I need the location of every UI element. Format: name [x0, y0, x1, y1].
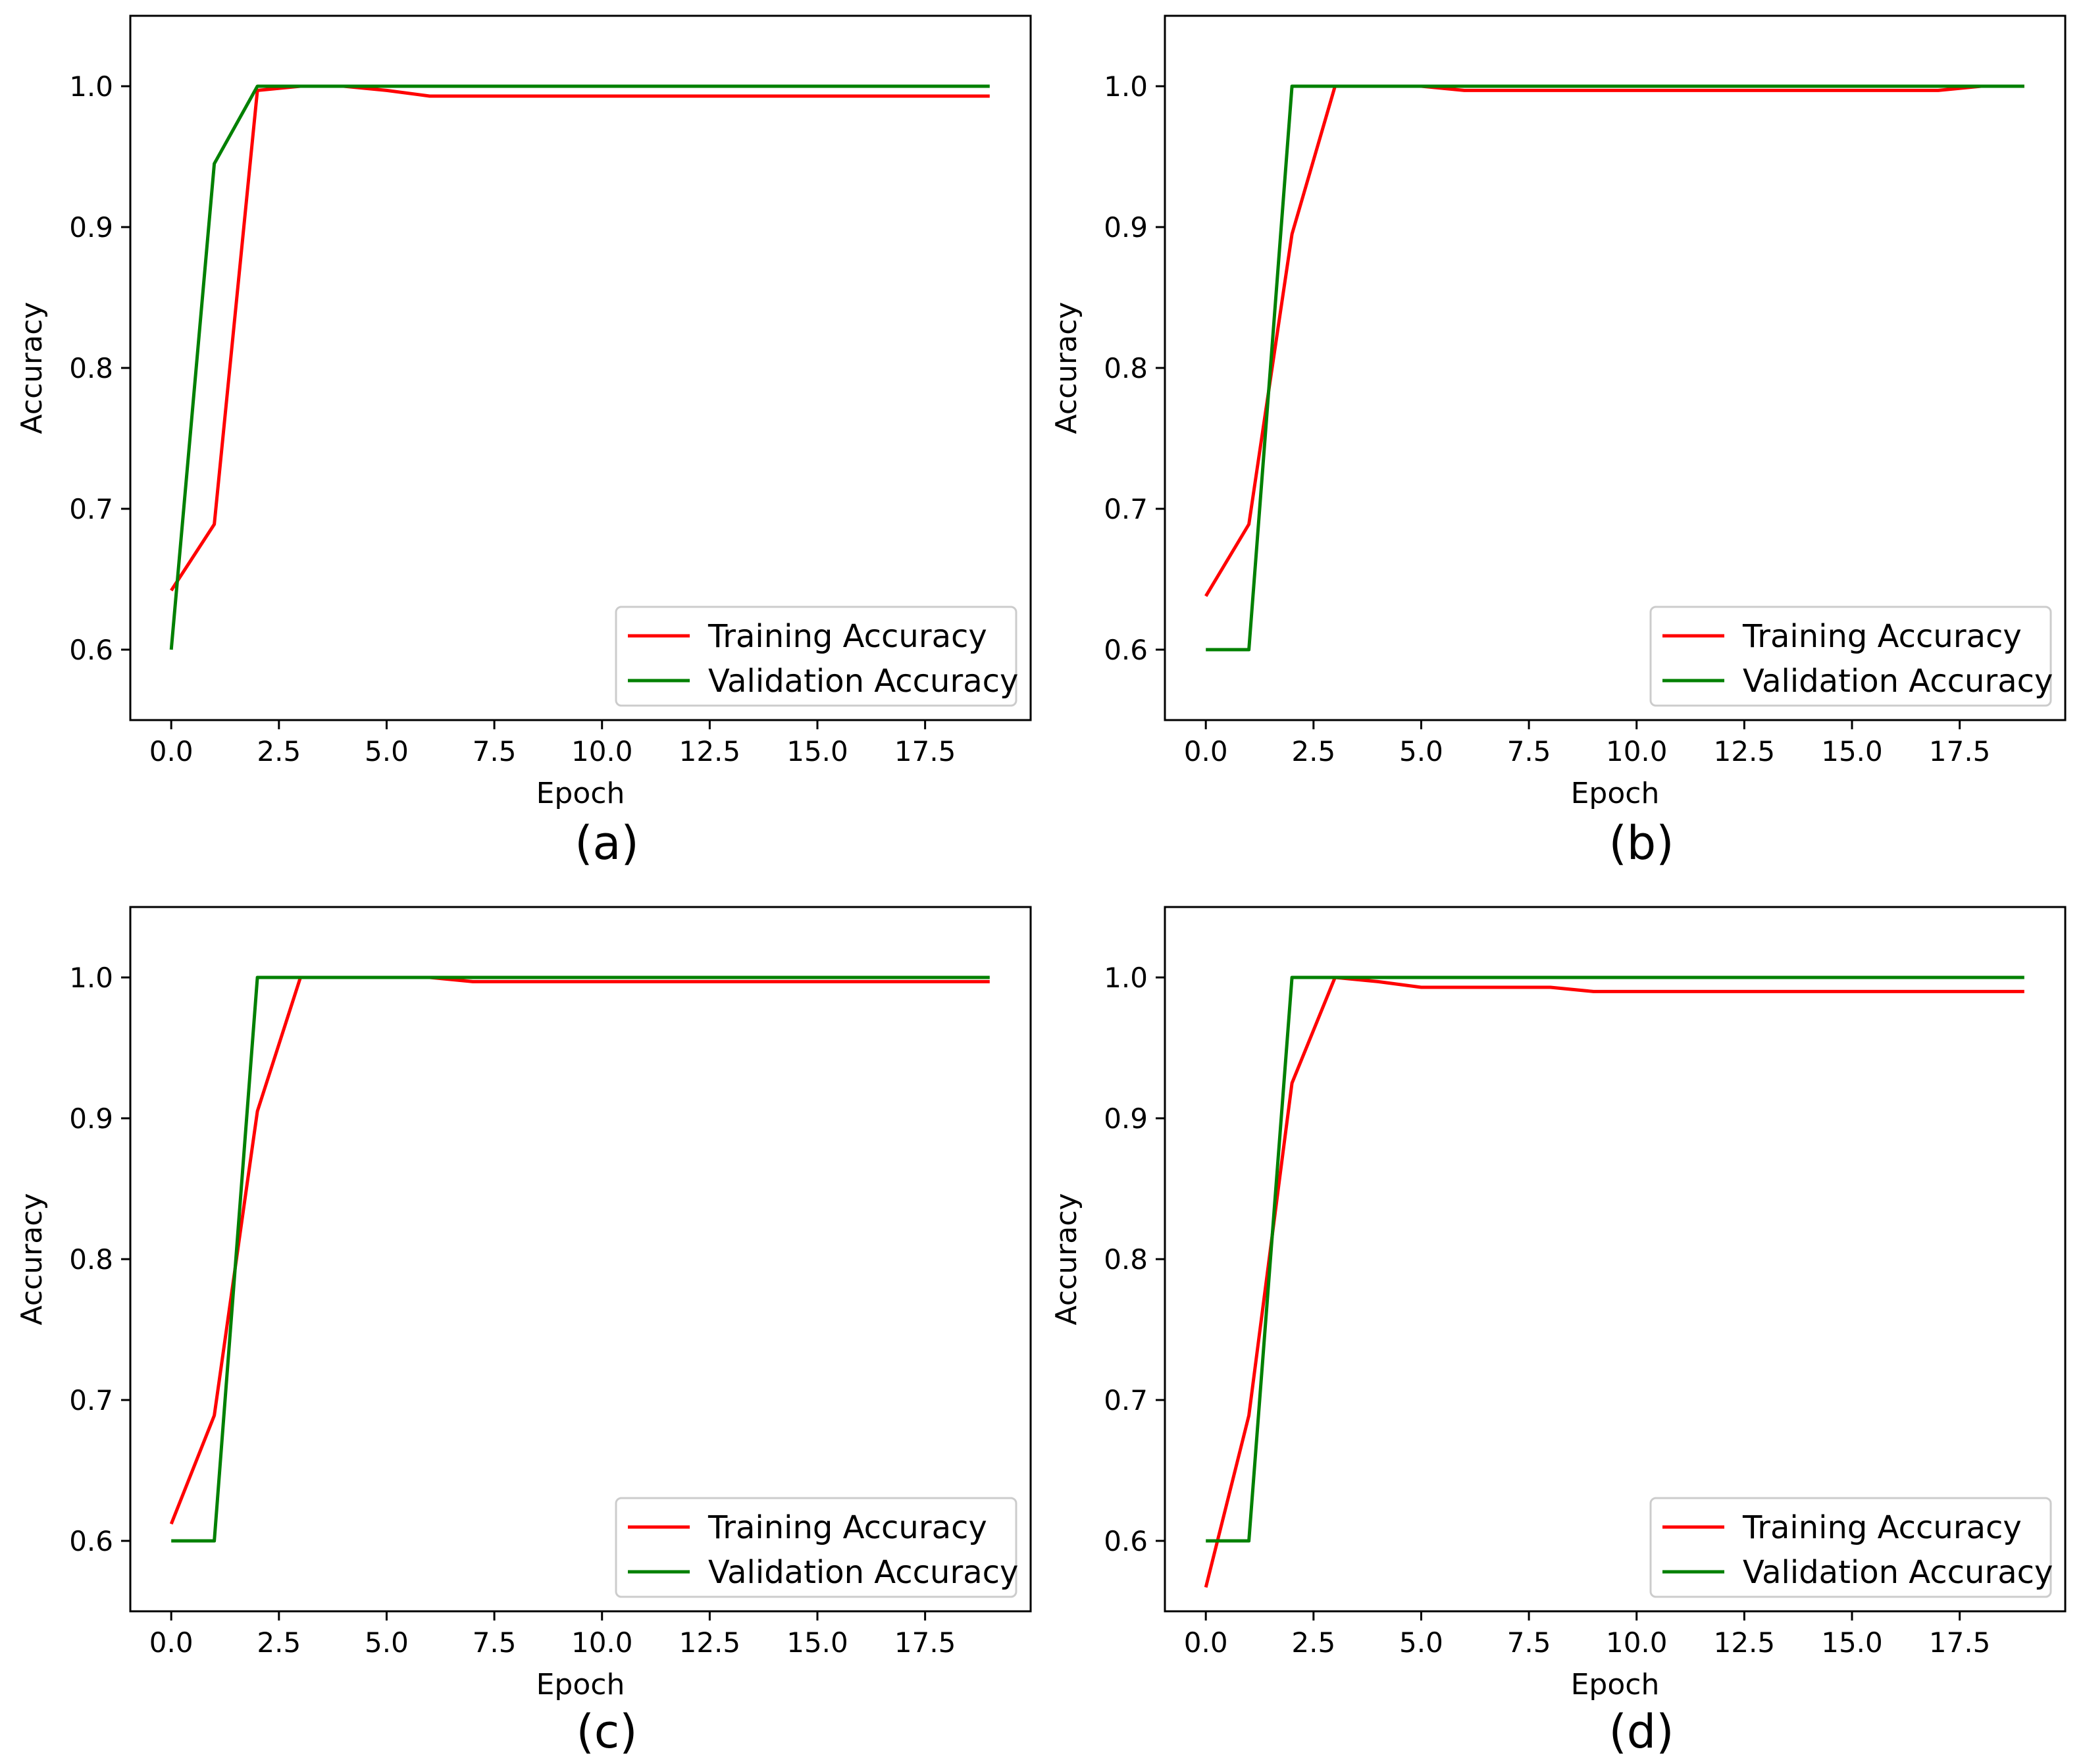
- chart-panel-d: 0.0 2.5 5.0 7.5 10.0 12.5 15.0 17.5 0.6 0.7 0.8 0.9…: [1050, 906, 2067, 1759]
- x-tick-label: 0.0: [1184, 735, 1228, 767]
- legend-label-training: Training Accuracy: [707, 618, 987, 655]
- x-axis-label: Epoch: [1571, 777, 1660, 810]
- x-tick-label: 5.0: [1399, 1626, 1443, 1659]
- x-tick-label: 10.0: [571, 1626, 633, 1659]
- y-tick-label: 1.0: [1104, 962, 1148, 994]
- x-tick-label: 5.0: [365, 1626, 409, 1659]
- validation-accuracy-line: [1206, 84, 2024, 652]
- x-tick-label: 17.5: [894, 1626, 956, 1659]
- x-tick-label: 7.5: [473, 735, 517, 767]
- legend-label-validation: Validation Accuracy: [1743, 1554, 2053, 1591]
- x-tick-label: 2.5: [1291, 1626, 1335, 1659]
- x-tick-label: 15.0: [1821, 1626, 1883, 1659]
- x-tick-label: 10.0: [1606, 1626, 1668, 1659]
- x-axis-label: Epoch: [536, 1668, 625, 1701]
- y-axis-label: Accuracy: [1050, 302, 1083, 434]
- y-tick-label: 0.6: [69, 634, 113, 666]
- x-axis-label: Epoch: [536, 777, 625, 810]
- training-accuracy-line: [1204, 975, 2024, 1588]
- y-tick-label: 0.9: [69, 1102, 113, 1135]
- legend-label-validation: Validation Accuracy: [708, 663, 1018, 700]
- validation-accuracy-line: [171, 975, 990, 1543]
- x-tick-label: 2.5: [257, 735, 301, 767]
- y-tick-label: 0.8: [1104, 1243, 1148, 1276]
- x-tick-label: 12.5: [1714, 735, 1776, 767]
- x-tick-label: 5.0: [365, 735, 409, 767]
- y-axis-label: Accuracy: [15, 302, 49, 434]
- y-tick-label: 0.8: [69, 1243, 113, 1276]
- x-tick-label: 2.5: [1291, 735, 1335, 767]
- y-tick-label: 0.8: [69, 352, 113, 384]
- x-tick-label: 10.0: [571, 735, 633, 767]
- validation-accuracy-line: [169, 84, 990, 650]
- y-tick-label: 0.9: [1104, 1102, 1148, 1135]
- legend: Training Accuracy Validation Accuracy: [1649, 1497, 2053, 1598]
- panel-caption: (a): [575, 816, 639, 870]
- x-tick-label: 17.5: [1929, 735, 1991, 767]
- x-tick-label: 0.0: [149, 1626, 193, 1659]
- training-accuracy-line: [170, 84, 990, 592]
- legend-box: [1649, 606, 2052, 707]
- x-tick-label: 12.5: [679, 735, 741, 767]
- y-axis-label: Accuracy: [1050, 1193, 1083, 1326]
- y-tick-label: 0.6: [69, 1525, 113, 1557]
- x-tick-label: 15.0: [1821, 735, 1883, 767]
- x-tick-label: 7.5: [1507, 735, 1551, 767]
- panel-caption: (b): [1608, 816, 1674, 870]
- x-tick-label: 15.0: [786, 735, 848, 767]
- legend: Training Accuracy Validation Accuracy: [615, 1497, 1018, 1598]
- validation-accuracy-line: [1206, 975, 2024, 1543]
- chart-panel-b: 0.0 2.5 5.0 7.5 10.0 12.5 15.0 17.5 0.6 0.7 0.8 0.9…: [1050, 14, 2067, 870]
- y-axis-label: Accuracy: [15, 1193, 49, 1326]
- x-tick-label: 17.5: [894, 735, 956, 767]
- legend-label-training: Training Accuracy: [1742, 618, 2022, 655]
- y-tick-label: 0.6: [1104, 634, 1148, 666]
- y-tick-label: 0.7: [1104, 493, 1148, 525]
- legend-box: [615, 1497, 1017, 1598]
- x-tick-label: 7.5: [1507, 1626, 1551, 1659]
- panel-caption: (d): [1608, 1705, 1674, 1759]
- x-tick-label: 15.0: [786, 1626, 848, 1659]
- chart-panel-c: 0.0 2.5 5.0 7.5 10.0 12.5 15.0 17.5 0.6 0.7 0.8 0.9…: [15, 906, 1032, 1759]
- legend-label-training: Training Accuracy: [707, 1509, 987, 1546]
- y-tick-label: 0.7: [69, 493, 113, 525]
- y-tick-label: 1.0: [1104, 70, 1148, 103]
- x-tick-label: 5.0: [1399, 735, 1443, 767]
- legend-box: [615, 606, 1017, 707]
- chart-panel-a: 0.0 2.5 5.0 7.5 10.0 12.5 15.0 17.5 0.6 0.7 0.8 0.9…: [15, 14, 1032, 870]
- y-tick-label: 0.9: [1104, 211, 1148, 244]
- y-tick-label: 1.0: [69, 962, 113, 994]
- legend-box: [1649, 1497, 2052, 1598]
- legend-label-validation: Validation Accuracy: [1743, 663, 2053, 700]
- x-tick-label: 12.5: [679, 1626, 741, 1659]
- x-tick-label: 10.0: [1606, 735, 1668, 767]
- x-tick-label: 0.0: [149, 735, 193, 767]
- x-tick-label: 2.5: [257, 1626, 301, 1659]
- y-tick-label: 0.9: [69, 211, 113, 244]
- x-tick-label: 0.0: [1184, 1626, 1228, 1659]
- training-accuracy-line: [1204, 84, 2024, 597]
- x-tick-label: 17.5: [1929, 1626, 1991, 1659]
- training-accuracy-line: [169, 975, 990, 1525]
- y-tick-label: 0.8: [1104, 352, 1148, 384]
- x-axis-label: Epoch: [1571, 1668, 1660, 1701]
- legend-label-training: Training Accuracy: [1742, 1509, 2022, 1546]
- legend: Training Accuracy Validation Accuracy: [615, 606, 1018, 707]
- legend-label-validation: Validation Accuracy: [708, 1554, 1018, 1591]
- x-tick-label: 12.5: [1714, 1626, 1776, 1659]
- y-tick-label: 1.0: [69, 70, 113, 103]
- y-tick-label: 0.7: [69, 1384, 113, 1416]
- x-tick-label: 7.5: [473, 1626, 517, 1659]
- legend: Training Accuracy Validation Accuracy: [1649, 606, 2053, 707]
- y-tick-label: 0.6: [1104, 1525, 1148, 1557]
- y-tick-label: 0.7: [1104, 1384, 1148, 1416]
- panel-caption: (c): [576, 1705, 637, 1759]
